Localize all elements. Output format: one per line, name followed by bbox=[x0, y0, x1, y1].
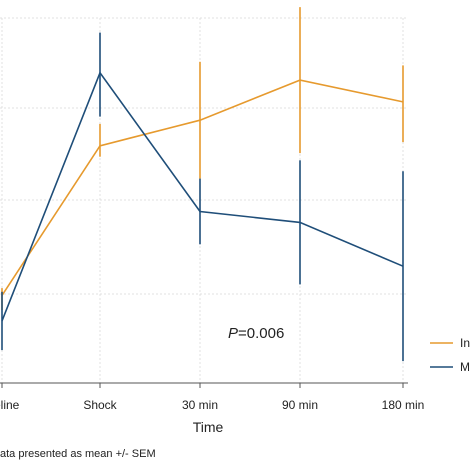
x-tick-label-0: eline bbox=[0, 398, 20, 412]
p-value-annotation: P=0.006 bbox=[228, 325, 284, 342]
legend-label-in: In bbox=[460, 336, 470, 350]
x-tick-label-4: 180 min bbox=[382, 398, 425, 412]
x-tick-label-1: Shock bbox=[83, 398, 117, 412]
legend: In M bbox=[430, 336, 470, 374]
footnote: ata presented as mean +/- SEM bbox=[0, 448, 156, 460]
p-value-text: =0.006 bbox=[238, 325, 284, 342]
series-1 bbox=[1, 32, 404, 362]
x-axis-title: Time bbox=[193, 419, 224, 435]
p-value-prefix: P bbox=[228, 325, 238, 342]
legend-label-m: M bbox=[460, 360, 470, 374]
x-ticks: eline Shock 30 min 90 min 180 min bbox=[0, 383, 424, 412]
series-group bbox=[1, 7, 404, 362]
series-0 bbox=[1, 7, 404, 310]
x-tick-label-3: 90 min bbox=[282, 398, 318, 412]
x-tick-label-2: 30 min bbox=[182, 398, 218, 412]
